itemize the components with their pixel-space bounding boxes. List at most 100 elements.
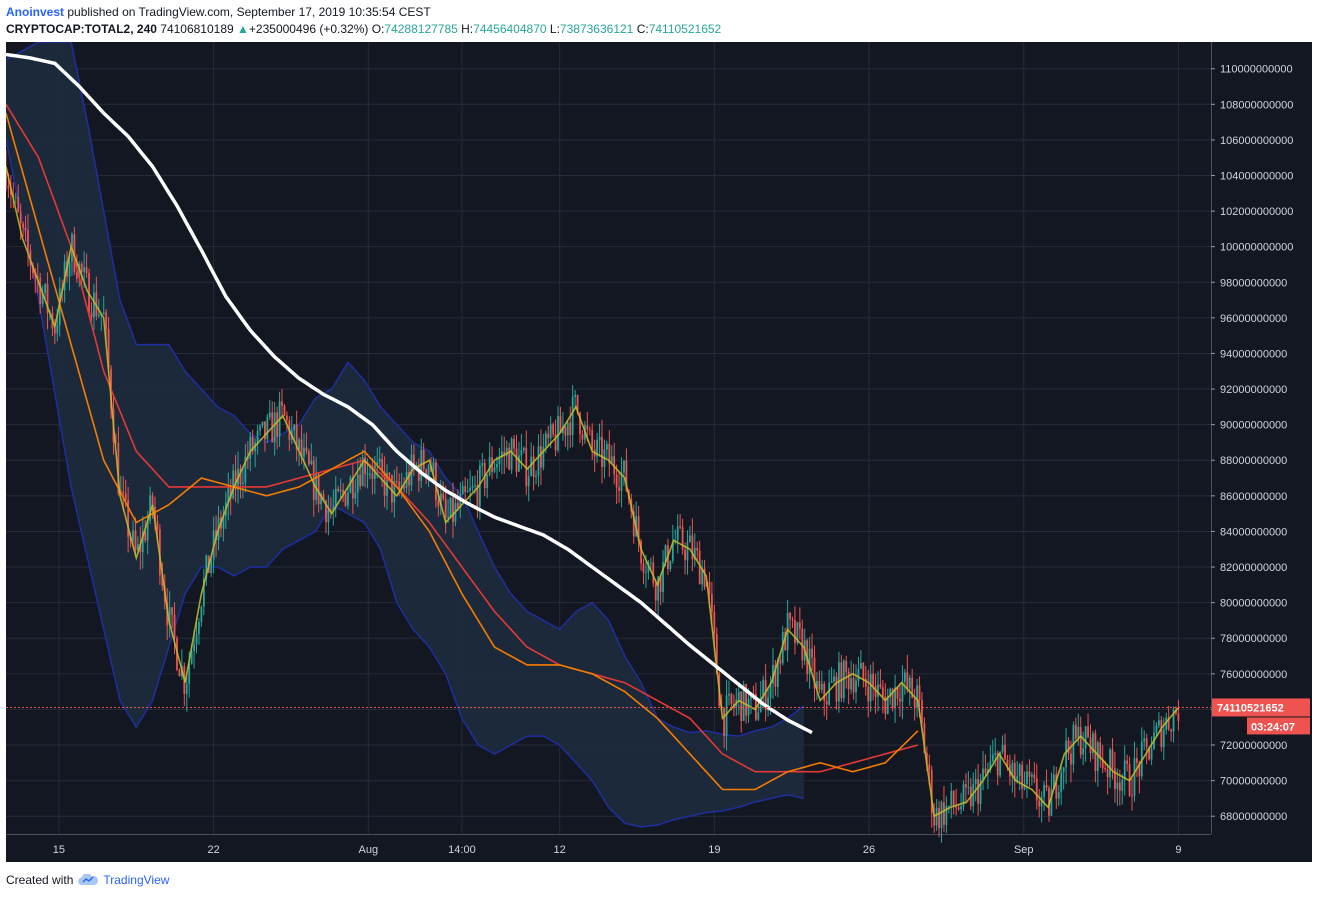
candle-body <box>261 421 264 426</box>
candle-body <box>996 752 999 776</box>
candle-body <box>393 480 396 503</box>
candle-body <box>1055 774 1058 799</box>
candle-body <box>620 472 623 491</box>
candle-body <box>327 509 330 523</box>
candle-body <box>862 663 865 679</box>
candle-body <box>1004 744 1006 760</box>
candle-body <box>1092 733 1094 754</box>
candle-body <box>645 572 647 574</box>
candle-body <box>22 223 24 228</box>
y-tick-label: 78000000000 <box>1220 633 1287 645</box>
candle-body <box>608 443 611 464</box>
candle-body <box>146 520 149 541</box>
candle-body <box>361 457 364 487</box>
candle-body <box>703 568 706 587</box>
candle-body <box>559 415 562 434</box>
candle-body <box>845 660 848 672</box>
candle-body <box>1136 758 1138 763</box>
author-link[interactable]: Anoinvest <box>6 5 65 19</box>
candle-body <box>965 784 967 788</box>
candle-body <box>828 682 831 705</box>
x-tick-label: 15 <box>53 844 65 856</box>
candle-body <box>508 447 511 470</box>
candle-body <box>17 196 20 212</box>
candle-body <box>708 581 711 594</box>
candle-body <box>366 473 369 475</box>
candle-body <box>908 677 911 689</box>
candle-body <box>24 227 27 231</box>
candle-body <box>833 676 835 682</box>
candle-body <box>657 576 660 601</box>
y-tick-label: 72000000000 <box>1220 740 1287 752</box>
price-chart[interactable]: 110000000000 108000000000 106000000000 1040… <box>6 42 1312 862</box>
candle-body <box>574 394 577 397</box>
candle-body <box>351 477 354 499</box>
candle-body <box>571 396 574 435</box>
candle-body <box>151 495 154 507</box>
candle-body <box>488 457 491 475</box>
candle-body <box>456 503 459 508</box>
candle-body <box>1038 800 1041 807</box>
candle-body <box>442 493 445 499</box>
candle-body <box>989 761 992 770</box>
candle-body <box>794 620 796 643</box>
candle-body <box>503 451 506 457</box>
candle-body <box>354 492 357 499</box>
candle-body <box>1030 774 1033 777</box>
candle-body <box>857 668 860 681</box>
candle-body <box>342 490 344 494</box>
candle-body <box>576 394 579 413</box>
candle-body <box>982 768 984 780</box>
close-label: C: <box>636 22 649 36</box>
candle-body <box>796 622 799 643</box>
candle-body <box>889 688 892 697</box>
candle-body <box>940 802 943 829</box>
candle-body <box>542 446 545 468</box>
candle-body <box>83 267 86 272</box>
candle-body <box>1018 764 1021 777</box>
candle-body <box>1155 725 1158 733</box>
y-tick-label: 108000000000 <box>1220 99 1293 111</box>
ma-red-line <box>6 103 919 773</box>
candle-body <box>977 778 980 804</box>
candle-body <box>1048 787 1050 816</box>
candle-body <box>369 473 371 475</box>
candle-body <box>776 659 779 687</box>
x-tick-label: Aug <box>359 844 379 856</box>
open-value: 74288127785 <box>384 22 458 36</box>
candle-body <box>728 693 730 696</box>
y-tick-label: 98000000000 <box>1220 277 1287 289</box>
candle-body <box>144 531 147 541</box>
countdown-label: 03:24:07 <box>1251 721 1295 733</box>
candle-body <box>312 460 315 500</box>
candle-body <box>293 424 296 431</box>
candle-body <box>7 186 10 189</box>
candle-body <box>811 648 813 658</box>
candle-body <box>105 312 108 329</box>
candle-body <box>984 768 987 773</box>
candle-body <box>1045 784 1048 788</box>
candle-body <box>820 683 823 690</box>
candle-body <box>1028 771 1031 777</box>
candle-body <box>945 805 948 825</box>
candle-body <box>1021 764 1024 789</box>
candle-body <box>967 786 970 788</box>
candle-body <box>615 474 618 488</box>
candle-body <box>693 547 696 560</box>
candle-body <box>737 691 740 700</box>
candle-body <box>1114 768 1116 789</box>
candle-body <box>784 632 787 651</box>
candle-body <box>918 685 921 701</box>
candle-body <box>141 531 144 553</box>
candle-body <box>759 697 762 713</box>
candle-body <box>127 499 130 537</box>
y-tick-label: 68000000000 <box>1220 811 1287 823</box>
candle-body <box>884 696 887 714</box>
y-tick-label: 84000000000 <box>1220 526 1287 538</box>
candle-body <box>356 474 359 493</box>
candle-body <box>764 680 767 711</box>
tradingview-link[interactable]: TradingView <box>103 873 170 887</box>
candle-body <box>518 455 520 472</box>
high-value: 74456404870 <box>473 22 547 36</box>
candle-body <box>281 401 283 406</box>
